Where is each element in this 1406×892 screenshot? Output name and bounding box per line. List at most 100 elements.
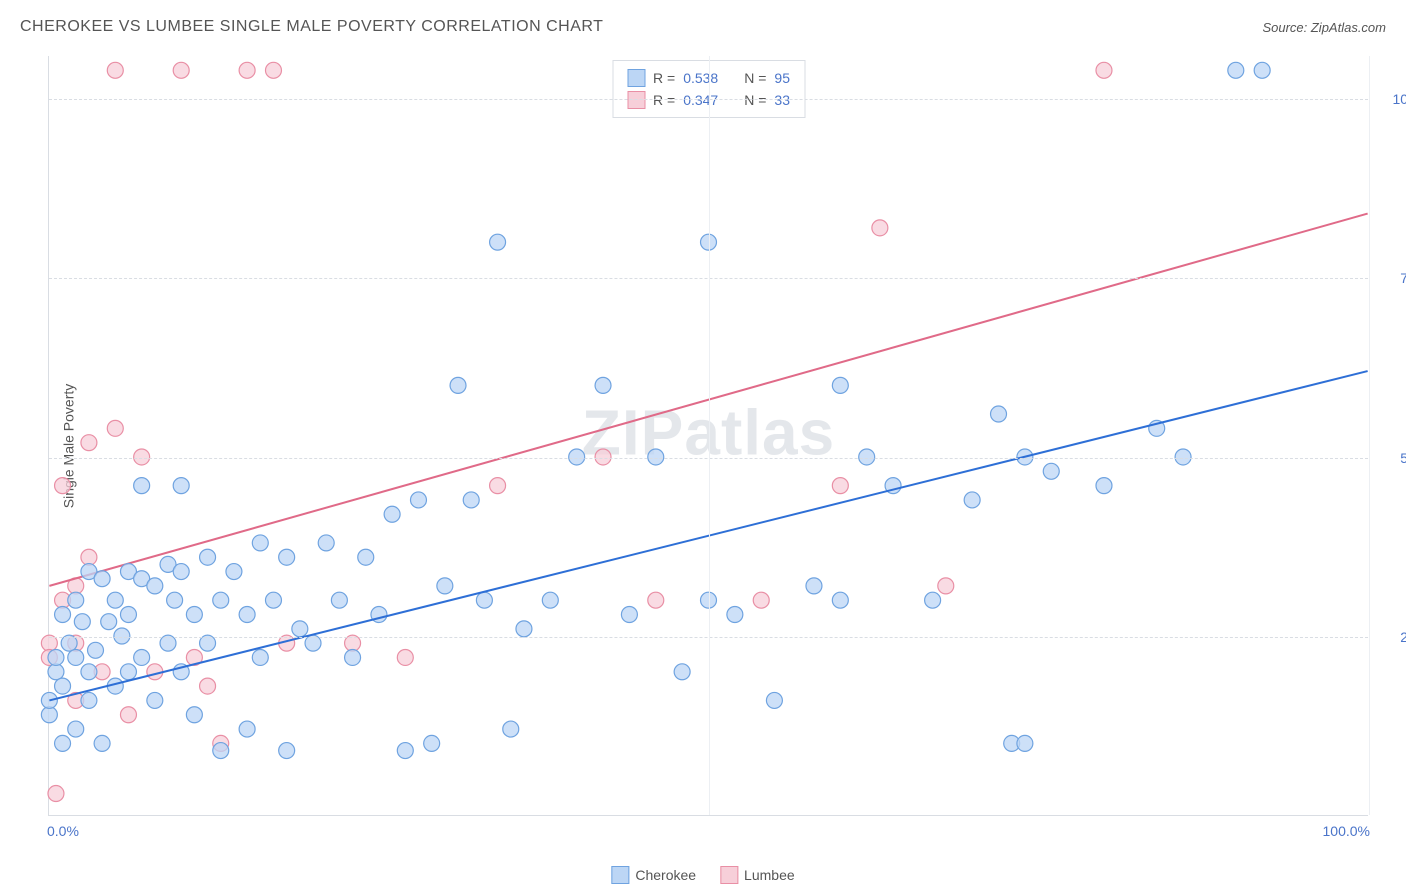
cherokee-point [226,564,242,580]
lumbee-point [81,549,97,565]
cherokee-point [318,535,334,551]
cherokee-point [68,721,84,737]
cherokee-point [1096,478,1112,494]
cherokee-point [55,735,71,751]
cherokee-point [68,649,84,665]
cherokee-point [252,535,268,551]
cherokee-point [88,642,104,658]
cherokee-point [167,592,183,608]
cherokee-point [991,406,1007,422]
lumbee-point [648,592,664,608]
cherokee-point [173,564,189,580]
lumbee-point [120,707,136,723]
cherokee-point [48,649,64,665]
cherokee-point [542,592,558,608]
lumbee-point [1096,62,1112,78]
cherokee-point [450,377,466,393]
plot-area: ZIPatlas R = 0.538 N = 95 R = 0.347 N = … [48,56,1368,816]
cherokee-point [74,614,90,630]
cherokee-point [832,377,848,393]
cherokee-point [213,743,229,759]
cherokee-point [94,571,110,587]
cherokee-point [200,549,216,565]
cherokee-point [806,578,822,594]
cherokee-point [239,607,255,623]
cherokee-point [239,721,255,737]
lumbee-point [81,435,97,451]
cherokee-point [147,578,163,594]
swatch-cherokee-icon [611,866,629,884]
cherokee-point [265,592,281,608]
cherokee-point [279,743,295,759]
cherokee-point [331,592,347,608]
y-tick-label: 100.0% [1376,91,1406,107]
cherokee-point [832,592,848,608]
cherokee-point [134,649,150,665]
lumbee-point [173,62,189,78]
cherokee-point [424,735,440,751]
legend-item-lumbee: Lumbee [720,866,795,884]
cherokee-point [345,649,361,665]
lumbee-point [48,786,64,802]
y-tick-label: 50.0% [1376,450,1406,466]
cherokee-point [503,721,519,737]
lumbee-point [239,62,255,78]
legend-item-cherokee: Cherokee [611,866,696,884]
chart-title: CHEROKEE VS LUMBEE SINGLE MALE POVERTY C… [20,18,603,36]
lumbee-point [107,420,123,436]
cherokee-point [173,478,189,494]
cherokee-point [1017,735,1033,751]
cherokee-point [101,614,117,630]
cherokee-point [213,592,229,608]
lumbee-point [107,62,123,78]
cherokee-point [252,649,268,665]
cherokee-point [41,707,57,723]
cherokee-point [186,707,202,723]
cherokee-point [1043,463,1059,479]
cherokee-point [81,664,97,680]
cherokee-point [490,234,506,250]
source-link[interactable]: ZipAtlas.com [1311,20,1386,35]
chart-container: CHEROKEE VS LUMBEE SINGLE MALE POVERTY C… [0,0,1406,892]
x-tick-start: 0.0% [47,823,79,839]
cherokee-point [147,692,163,708]
cherokee-point [674,664,690,680]
cherokee-point [48,664,64,680]
cherokee-point [925,592,941,608]
cherokee-point [134,478,150,494]
cherokee-point [358,549,374,565]
cherokee-point [516,621,532,637]
cherokee-point [186,607,202,623]
cherokee-point [397,743,413,759]
cherokee-point [68,592,84,608]
series-legend: Cherokee Lumbee [611,866,794,884]
cherokee-point [727,607,743,623]
source-prefix: Source: [1262,20,1310,35]
lumbee-point [753,592,769,608]
lumbee-point [938,578,954,594]
y-tick-label: 75.0% [1376,270,1406,286]
cherokee-point [621,607,637,623]
cherokee-point [595,377,611,393]
lumbee-point [265,62,281,78]
lumbee-point [55,478,71,494]
cherokee-point [476,592,492,608]
cherokee-point [81,692,97,708]
cherokee-point [1254,62,1270,78]
lumbee-point [490,478,506,494]
cherokee-point [437,578,453,594]
legend-label-lumbee: Lumbee [744,867,795,883]
cherokee-point [94,735,110,751]
lumbee-point [872,220,888,236]
gridline-v [1369,56,1370,815]
cherokee-point [964,492,980,508]
cherokee-point [107,592,123,608]
cherokee-point [120,607,136,623]
cherokee-point [384,506,400,522]
x-tick-end: 100.0% [1323,823,1370,839]
cherokee-point [292,621,308,637]
lumbee-point [832,478,848,494]
cherokee-point [55,678,71,694]
cherokee-point [410,492,426,508]
y-tick-label: 25.0% [1376,629,1406,645]
